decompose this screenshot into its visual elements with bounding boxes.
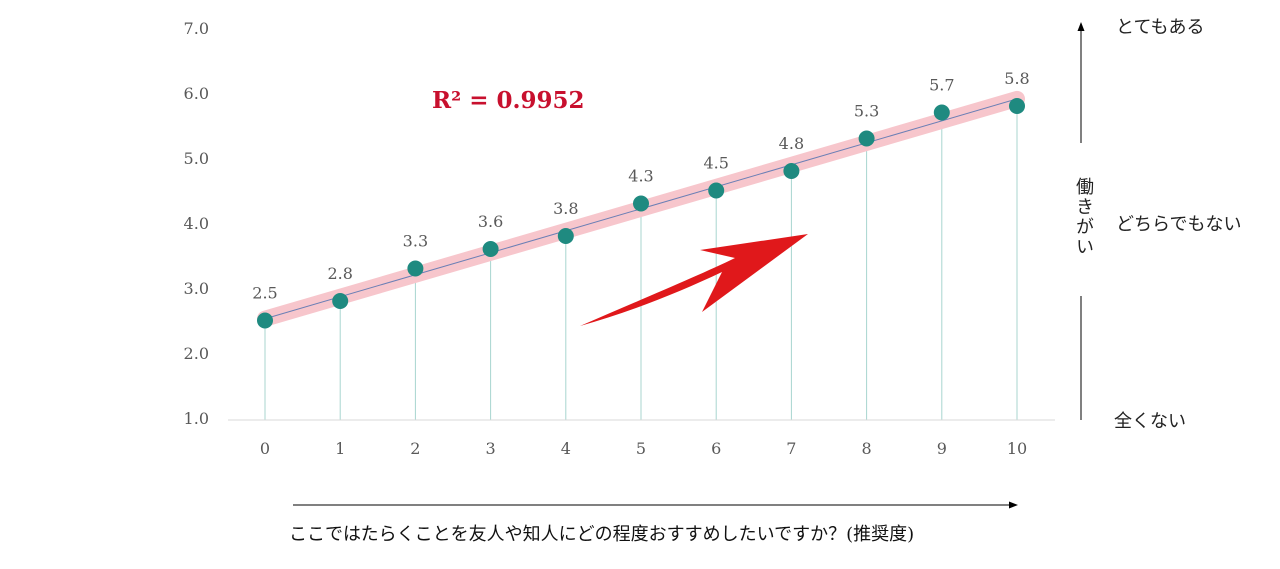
x-axis-title: ここではたらくことを友人や知人にどの程度おすすめしたいですか？(推奨度) <box>289 524 915 545</box>
r-squared-label: R² = 0.9952 <box>432 87 585 114</box>
x-tick-label: 6 <box>711 439 721 458</box>
x-tick-label: 9 <box>937 439 947 458</box>
data-label: 4.5 <box>703 154 728 173</box>
x-tick-label: 4 <box>561 439 571 458</box>
data-point <box>783 163 800 179</box>
x-tick-label: 1 <box>335 439 345 458</box>
data-label: 5.7 <box>929 76 954 95</box>
x-tick-label: 3 <box>486 439 496 458</box>
x-tick-label: 0 <box>260 439 270 458</box>
x-tick-label: 10 <box>1007 439 1027 458</box>
drop-lines <box>264 106 1018 420</box>
y-tick-label: 4.0 <box>184 214 209 233</box>
data-point <box>858 130 875 147</box>
y-tick-label: 1.0 <box>184 409 209 428</box>
data-label: 4.3 <box>628 167 653 186</box>
scale-label-middle: どちらでもない <box>1116 214 1242 235</box>
y-tick-label: 3.0 <box>184 279 209 298</box>
scale-arrow-up-icon <box>1077 22 1085 31</box>
y-tick-label: 5.0 <box>184 149 209 168</box>
x-tick-label: 7 <box>786 439 796 458</box>
scale-label-top: とてもある <box>1116 17 1205 38</box>
x-tick-label: 2 <box>410 439 420 458</box>
data-point <box>332 293 349 309</box>
y-axis-title: 働きがい <box>1073 177 1094 257</box>
data-label: 3.3 <box>403 232 428 251</box>
data-point <box>482 241 499 257</box>
y-tick-label: 7.0 <box>184 19 209 38</box>
x-tick-label: 8 <box>862 439 872 458</box>
data-point <box>933 104 950 121</box>
data-point <box>257 312 273 329</box>
data-point <box>708 182 725 199</box>
data-label: 5.8 <box>1004 69 1029 88</box>
data-label: 3.8 <box>553 199 578 218</box>
data-point <box>557 228 574 244</box>
data-label: 3.6 <box>478 212 503 231</box>
y-axis-ticks: 1.0 2.0 3.0 4.0 5.0 6.0 7.0 <box>184 19 209 428</box>
scale-label-bottom: 全くない <box>1114 411 1186 432</box>
data-label: 5.3 <box>854 102 879 121</box>
x-title-arrow-icon <box>1009 501 1018 509</box>
markers <box>257 98 1025 329</box>
y-tick-label: 6.0 <box>184 84 209 103</box>
data-point <box>633 195 649 212</box>
data-label: 2.8 <box>327 264 352 283</box>
data-label: 4.8 <box>779 134 804 153</box>
x-tick-label: 5 <box>636 439 646 458</box>
data-label: 2.5 <box>252 284 277 303</box>
x-axis-ticks: 0 1 2 3 4 5 6 7 8 9 10 <box>260 439 1027 458</box>
data-labels: 2.5 2.8 3.3 3.6 3.8 4.3 4.5 4.8 5.3 5.7 5.8 <box>252 69 1029 303</box>
trend-arrow-icon <box>580 234 808 326</box>
data-point <box>1009 98 1025 114</box>
y-tick-label: 2.0 <box>184 344 209 363</box>
data-point <box>407 260 424 277</box>
